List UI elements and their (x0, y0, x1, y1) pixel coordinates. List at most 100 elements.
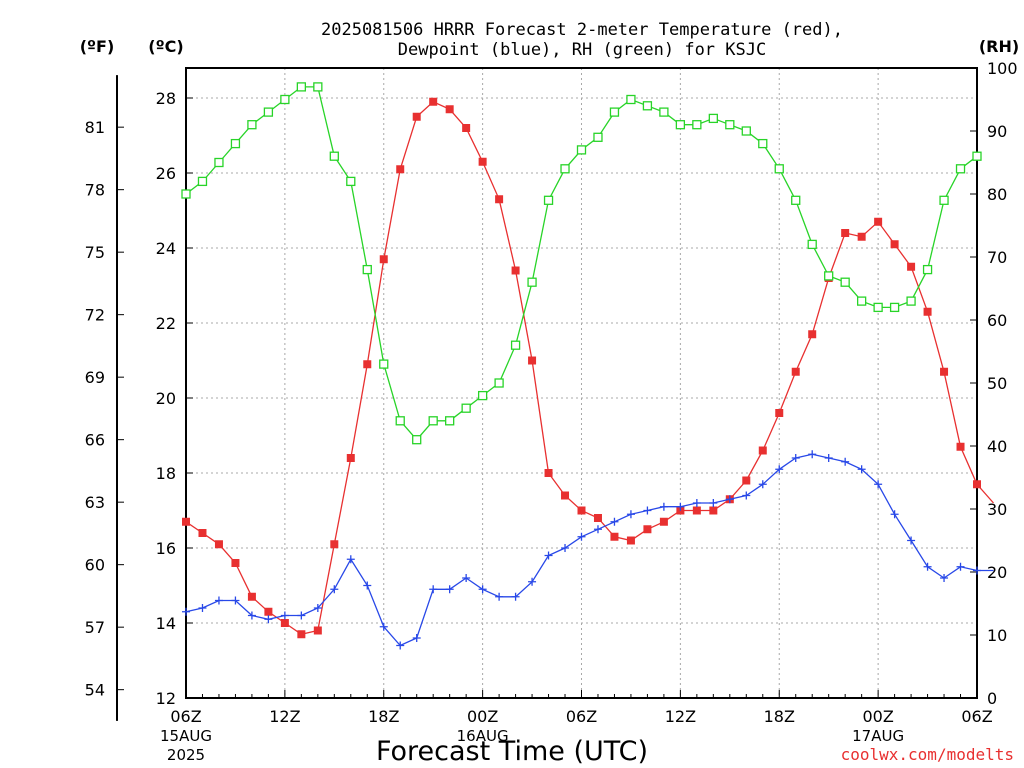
dewpoint-point (577, 532, 586, 541)
credit-text: coolwx.com/modelts (841, 745, 1014, 764)
fahrenheit-tick-label: 72 (85, 306, 105, 325)
rh-point (873, 302, 883, 313)
2-meter-temperature-point (610, 532, 619, 541)
dewpoint-point (626, 510, 635, 519)
dewpoint-point (808, 450, 817, 459)
fahrenheit-tick-label: 63 (85, 493, 105, 512)
2-meter-temperature-point (940, 367, 949, 376)
dewpoint-point (396, 641, 405, 650)
celsius-tick-label: 24 (156, 239, 176, 258)
2-meter-temperature-line (185, 101, 994, 635)
dewpoint-point (346, 555, 355, 564)
rh-point (708, 113, 718, 124)
x-axis-title: Forecast Time (UTC) (376, 736, 648, 767)
rh-point (840, 277, 850, 287)
rh-point (856, 296, 867, 306)
fahrenheit-tick-label: 57 (85, 618, 105, 637)
dewpoint-point (379, 622, 388, 631)
rh-tick-label: 0 (987, 689, 997, 708)
dewpoint-point (280, 611, 289, 620)
dewpoint-point (593, 525, 602, 534)
x-tick-day-label: 15AUG (160, 727, 212, 745)
series-layer (181, 82, 994, 650)
rh-point (510, 340, 521, 350)
rh-point (379, 359, 389, 369)
rh-point (692, 120, 702, 130)
rh-point (230, 138, 241, 149)
2-meter-temperature-point (874, 217, 883, 226)
dewpoint-point (214, 596, 223, 605)
x-tick-label: 00Z (862, 707, 893, 726)
2-meter-temperature-point (593, 514, 602, 522)
rh-point (807, 239, 817, 250)
2-meter-temperature-point (692, 506, 701, 515)
2-meter-temperature-point (758, 446, 767, 455)
rh-point (543, 195, 554, 205)
rh-tick-label: 30 (987, 500, 1007, 519)
dewpoint-point (495, 592, 504, 601)
2-meter-temperature-point (412, 112, 421, 121)
rh-point (576, 145, 587, 155)
fahrenheit-unit-label: (ºF) (80, 37, 115, 56)
dewpoint-point (528, 577, 537, 586)
dewpoint-point (511, 592, 520, 601)
2-meter-temperature-point (478, 157, 487, 166)
rh-point (725, 120, 735, 130)
2-meter-temperature-point (280, 619, 289, 627)
rh-tick-label: 80 (987, 185, 1007, 204)
dewpoint-point (857, 465, 866, 474)
rh-point (412, 435, 422, 445)
x-tick-label: 00Z (467, 707, 498, 726)
dewpoint-point (182, 607, 190, 616)
rh-tick-label: 20 (987, 563, 1007, 582)
dewpoint-point (330, 585, 339, 594)
fahrenheit-tick-label: 66 (85, 431, 105, 450)
dewpoint-point (363, 581, 372, 590)
chart-title-line-1: 2025081506 HRRR Forecast 2-meter Tempera… (321, 20, 843, 40)
2-meter-temperature-point (330, 540, 339, 549)
2-meter-temperature-point (182, 517, 190, 526)
x-tick-label: 12Z (269, 707, 300, 726)
rh-point (824, 271, 834, 281)
rh-point (214, 157, 224, 168)
fahrenheit-tick-label: 75 (85, 243, 105, 262)
tick-labels: 12 14 16 18 20 22 24 26 28 54 57 60 63 66 69 72 75 78 81 0 1… (85, 59, 1018, 764)
rh-point (494, 378, 504, 388)
dewpoint-point (890, 510, 899, 519)
dewpoint-point (297, 611, 306, 620)
rh-point (197, 176, 208, 187)
rh-tick-label: 60 (987, 311, 1007, 330)
rh-point (477, 390, 488, 401)
2-meter-temperature-point (841, 229, 850, 237)
fahrenheit-tick-label: 81 (85, 118, 105, 137)
rh-point (889, 302, 900, 313)
rh-point (955, 164, 966, 174)
rh-tick-label: 40 (987, 437, 1007, 456)
rh-point (395, 416, 405, 426)
dewpoint-point (758, 480, 767, 489)
dewpoint-point (956, 562, 965, 571)
rh-point (280, 94, 290, 105)
dewpoint-point (841, 457, 850, 466)
x-tick-label: 06Z (566, 707, 597, 726)
grid-lines (186, 68, 977, 698)
rh-point (428, 416, 438, 426)
rh-point (263, 107, 274, 117)
rh-point (461, 403, 471, 413)
2-meter-temperature-point (214, 540, 223, 549)
dewpoint-point (478, 585, 487, 594)
x-tick-label: 18Z (764, 707, 795, 726)
dewpoint-point (412, 634, 421, 642)
2-meter-temperature-point (264, 607, 273, 616)
x-tick-label: 18Z (368, 707, 399, 726)
rh-point (675, 120, 686, 130)
dewpoint-point (462, 574, 471, 582)
dewpoint-point (973, 566, 981, 575)
2-meter-temperature-point (561, 491, 570, 500)
2-meter-temperature-point (379, 255, 388, 264)
dewpoint-point (709, 499, 718, 507)
dewpoint-point (610, 517, 619, 526)
2-meter-temperature-point (659, 517, 668, 526)
2-meter-temperature-point (890, 240, 899, 249)
